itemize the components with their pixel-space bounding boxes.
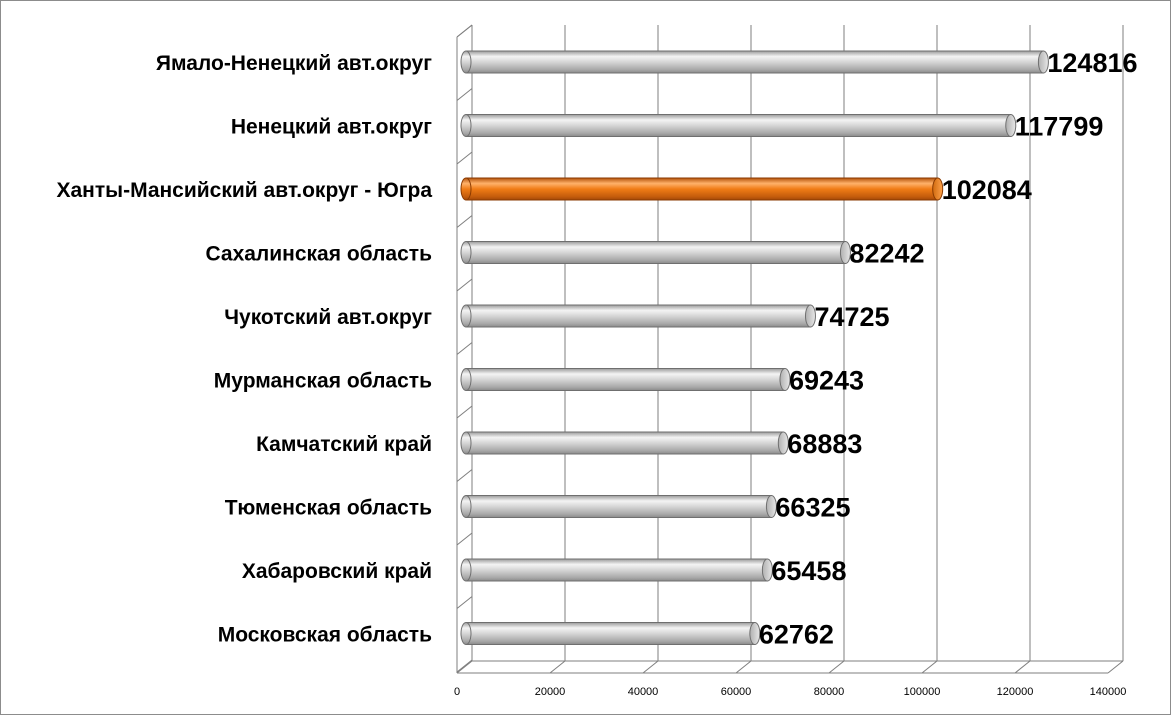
bar-base-cap [460, 495, 472, 518]
floor-gridline [456, 660, 473, 674]
x-tick-label: 60000 [721, 686, 752, 698]
x-tick-label: 40000 [628, 686, 659, 698]
data-label: 68883 [787, 429, 862, 459]
bar-end-cap [779, 368, 791, 391]
category-label: Ненецкий авт.округ [231, 116, 432, 139]
category-label: Московская область [218, 624, 432, 647]
category-tick [456, 342, 473, 355]
category-tick [456, 405, 473, 419]
x-tick-label: 140000 [1090, 686, 1127, 698]
category-label: Сахалинская область [205, 243, 432, 266]
bar-base-cap [460, 50, 472, 74]
bar [460, 114, 1017, 137]
bar [460, 241, 851, 264]
category-tick [456, 659, 473, 673]
bar-end-cap [804, 304, 816, 328]
data-label: 74725 [814, 302, 889, 332]
bar-body [465, 114, 1012, 137]
bar-end-cap [1005, 114, 1017, 137]
floor-gridline [828, 660, 845, 674]
bar [460, 368, 791, 391]
floor-gridline [642, 660, 659, 674]
bar-end-cap [749, 622, 761, 645]
data-label: 69243 [789, 366, 864, 396]
category-tick [456, 596, 473, 609]
bar [460, 558, 773, 582]
bar-body [465, 431, 784, 455]
bar-body [465, 50, 1044, 74]
bar-base-cap [460, 177, 472, 201]
bar [460, 50, 1049, 74]
floor-gridline [921, 660, 938, 674]
bar [460, 622, 761, 645]
bar-end-cap [1037, 50, 1049, 74]
floor-gridline [735, 660, 752, 674]
bar-highlight [460, 177, 944, 201]
bar [460, 495, 777, 518]
category-tick [456, 215, 473, 228]
x-tick-label: 120000 [997, 686, 1034, 698]
floor-gridline [549, 660, 566, 674]
data-label: 62762 [759, 620, 834, 650]
category-label: Хабаровский край [242, 560, 432, 583]
category-tick [456, 151, 473, 165]
category-label: Мурманская область [214, 370, 432, 393]
bar [460, 304, 816, 328]
bar-base-cap [460, 558, 472, 582]
floor-gridline [1014, 660, 1031, 674]
bar-base-cap [460, 368, 472, 391]
bar-body [465, 241, 846, 264]
category-tick [456, 24, 473, 38]
bar-body [465, 368, 786, 391]
data-label: 124816 [1047, 48, 1137, 78]
x-tick-label: 0 [454, 686, 460, 698]
category-tick [456, 469, 473, 482]
floor-gridline [1107, 660, 1124, 674]
bar-base-cap [460, 622, 472, 645]
data-label: 65458 [771, 556, 846, 586]
category-tick [456, 532, 473, 546]
category-label: Ханты-Мансийский авт.округ - Югра [56, 179, 432, 202]
data-label: 117799 [1015, 112, 1104, 142]
bar-base-cap [460, 114, 472, 137]
bar-body [465, 622, 756, 645]
bar-base-cap [460, 431, 472, 455]
x-tick-label: 100000 [904, 686, 941, 698]
bar-body [465, 177, 939, 201]
data-label: 102084 [942, 175, 1032, 205]
category-label: Тюменская область [225, 497, 432, 520]
bar-base-cap [460, 241, 472, 264]
category-tick [456, 278, 473, 292]
bar-end-cap [761, 558, 773, 582]
bar-end-cap [765, 495, 777, 518]
category-tick [456, 88, 473, 101]
category-label: Чукотский авт.округ [224, 306, 432, 329]
bar-body [465, 304, 811, 328]
data-label: 66325 [775, 493, 850, 523]
labels: 0 20000 40000 60000 80000 100000 120000 140000 1… [56, 48, 1137, 698]
x-tick-label: 20000 [535, 686, 566, 698]
bar-body [465, 558, 768, 582]
bars [460, 50, 1049, 645]
category-label: Ямало-Ненецкий авт.округ [156, 52, 432, 75]
data-label: 82242 [849, 239, 924, 269]
bar-end-cap [839, 241, 851, 264]
bar [460, 431, 789, 455]
x-tick-label: 80000 [814, 686, 845, 698]
bar-body [465, 495, 772, 518]
bar-end-cap [932, 177, 944, 201]
bar-base-cap [460, 304, 472, 328]
bar-end-cap [777, 431, 789, 455]
category-label: Камчатский край [256, 433, 432, 456]
